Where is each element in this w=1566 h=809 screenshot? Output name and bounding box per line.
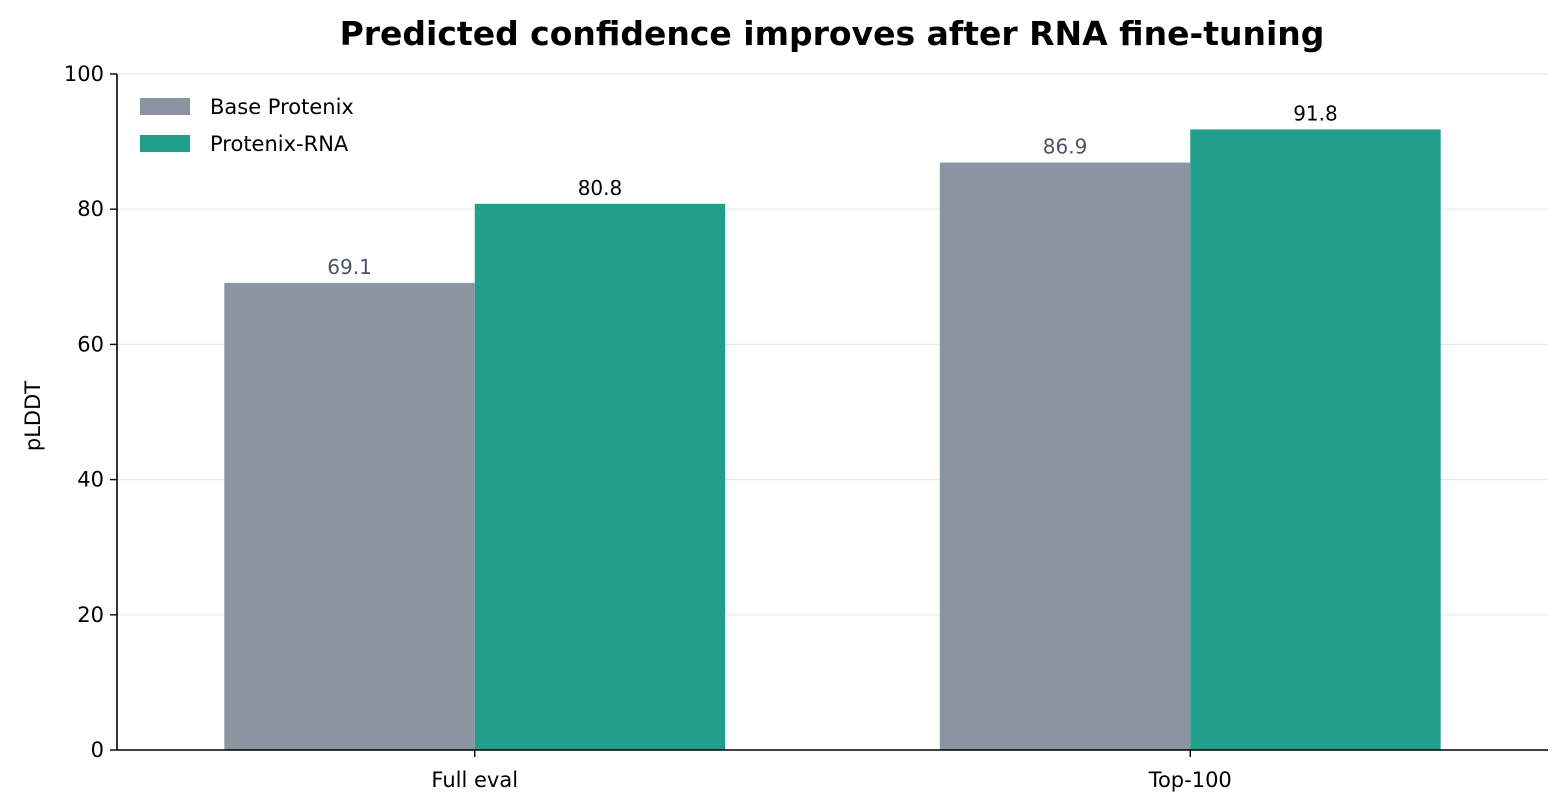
x-ticks: Full eval Top-100	[431, 750, 1232, 792]
y-tick-label: 100	[64, 62, 104, 86]
bar-value-label: 69.1	[327, 255, 372, 279]
bar-value-label: 91.8	[1293, 101, 1338, 125]
bar-value-label: 86.9	[1043, 135, 1088, 159]
bar	[224, 282, 475, 750]
legend-swatch	[140, 135, 190, 152]
bar	[1190, 129, 1441, 750]
y-ticks: 0 20 40 60 80 100	[64, 62, 117, 762]
legend-label: Protenix-RNA	[210, 132, 349, 156]
y-axis-label: pLDDT	[21, 381, 45, 451]
y-tick-label: 0	[91, 738, 104, 762]
y-tick-label: 60	[77, 332, 104, 356]
legend-label: Base Protenix	[210, 95, 354, 119]
bar	[939, 162, 1191, 750]
x-tick-label: Top-100	[1148, 768, 1232, 792]
axes	[116, 74, 1548, 751]
legend-swatch	[140, 98, 190, 115]
y-tick-label: 80	[77, 197, 104, 221]
bar-value-label: 80.8	[578, 176, 623, 200]
data-labels: 69.1 80.8 86.9 91.8	[327, 101, 1337, 278]
chart-title: Predicted confidence improves after RNA …	[340, 14, 1325, 53]
bar	[474, 203, 726, 751]
legend: Base Protenix Protenix-RNA	[140, 95, 354, 156]
bars	[224, 129, 1441, 751]
y-tick-label: 40	[77, 468, 104, 492]
y-tick-label: 20	[77, 603, 104, 627]
x-tick-label: Full eval	[431, 768, 518, 792]
